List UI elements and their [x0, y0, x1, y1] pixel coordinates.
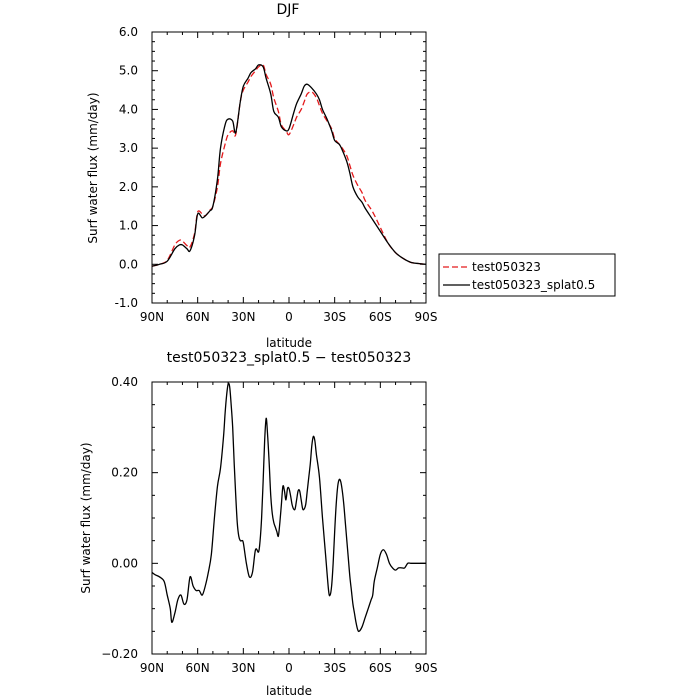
legend: test050323 test050323_splat0.5	[439, 254, 615, 296]
top-plot-frame	[152, 32, 426, 303]
top-series-group	[152, 65, 426, 267]
legend-label-test050323-splat0.5: test050323_splat0.5	[472, 278, 595, 292]
top-x-tick-label: 30S	[323, 310, 346, 324]
top-x-tick-label: 90N	[140, 310, 164, 324]
top-y-tick-label: -1.0	[115, 296, 138, 310]
top-x-tick-label: 60N	[186, 310, 210, 324]
top-series-line-test050323-splat0-5	[152, 65, 426, 266]
bottom-x-tick-label: 90N	[140, 661, 164, 675]
bottom-x-tick-label: 90S	[415, 661, 438, 675]
bottom-series-line-diff-0	[152, 383, 426, 631]
bottom-y-tick-label: 0.20	[111, 466, 138, 480]
top-y-tick-label: 3.0	[119, 141, 138, 155]
bottom-x-tick-label: 60S	[369, 661, 392, 675]
bottom-y-tick-label: 0.40	[111, 375, 138, 389]
top-series-line-test050323	[152, 65, 426, 267]
top-x-tick-label: 0	[285, 310, 293, 324]
top-ticks: 90N 60N 30N 0 30S 60S 90S -1.0 0.0 1.0 2.0 3.0 4.0 5.…	[115, 25, 438, 324]
bottom-chart-title: test050323_splat0.5 − test050323	[167, 350, 412, 366]
top-y-tick-label: 1.0	[119, 219, 138, 233]
top-y-tick-label: 5.0	[119, 64, 138, 78]
bottom-x-tick-label: 30S	[323, 661, 346, 675]
top-x-tick-label: 90S	[415, 310, 438, 324]
legend-label-test050323: test050323	[472, 260, 541, 274]
top-y-axis-label: Surf water flux (mm/day)	[86, 92, 100, 243]
top-chart-title: DJF	[277, 2, 300, 18]
top-y-tick-label: 2.0	[119, 180, 138, 194]
top-panel: DJF 90N 60N 30N 0 30S 60S 90S -1.0 0.0 1.0 2.0 3.0 4…	[86, 2, 615, 350]
bottom-x-tick-label: 30N	[231, 661, 255, 675]
bottom-series-group	[152, 383, 426, 631]
top-y-tick-label: 4.0	[119, 102, 138, 116]
top-y-tick-label: 6.0	[119, 25, 138, 39]
bottom-y-tick-label: −0.20	[101, 647, 138, 661]
bottom-plot-frame	[152, 382, 426, 654]
top-x-tick-label: 60S	[369, 310, 392, 324]
bottom-x-tick-label: 0	[285, 661, 293, 675]
bottom-y-axis-label: Surf water flux (mm/day)	[79, 442, 93, 593]
top-x-tick-label: 30N	[231, 310, 255, 324]
bottom-y-tick-label: 0.00	[111, 556, 138, 570]
top-x-axis-label: latitude	[266, 336, 312, 350]
top-y-tick-label: 0.0	[119, 257, 138, 271]
bottom-x-tick-label: 60N	[186, 661, 210, 675]
bottom-x-axis-label: latitude	[266, 684, 312, 698]
bottom-panel: test050323_splat0.5 − test050323 90N 60N 3…	[79, 350, 437, 698]
